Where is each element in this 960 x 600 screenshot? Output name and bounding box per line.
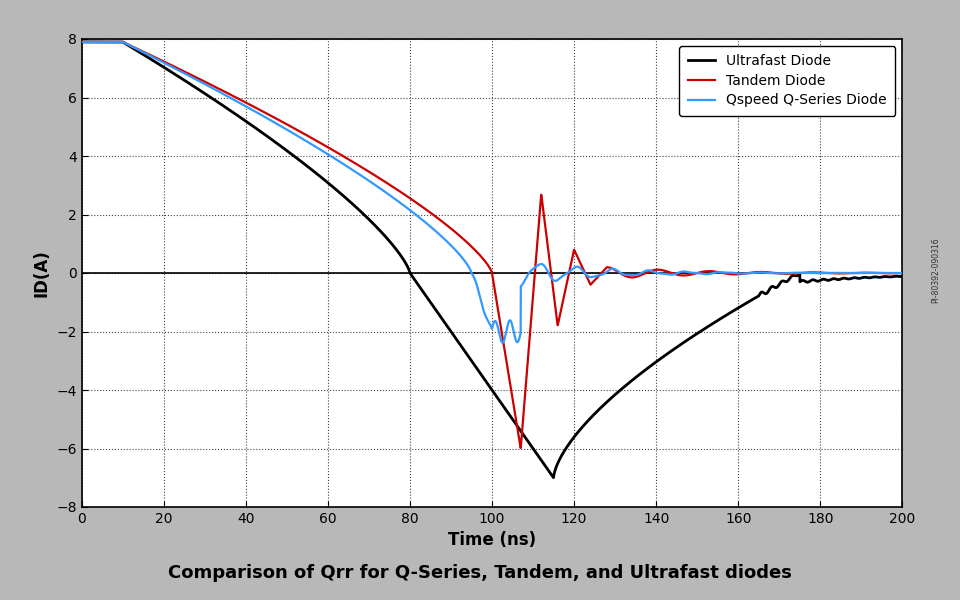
Qspeed Q-Series Diode [751,269,762,276]
Qspeed Q-Series Diode [610,266,621,273]
Text: PI-80392-090316: PI-80392-090316 [931,237,941,303]
Y-axis label: ID(A): ID(A) [33,249,51,297]
Ultrafast Diode [610,391,621,398]
Tandem Diode [688,270,700,277]
Tandem Diode [568,247,580,254]
Line: Qspeed Q-Series Diode: Qspeed Q-Series Diode [82,42,902,343]
Qspeed Q-Series Diode [225,94,236,101]
Tandem Diode [76,38,87,46]
Qspeed Q-Series Diode [897,269,908,277]
Tandem Diode [390,185,401,192]
Ultrafast Diode [390,245,401,252]
Legend: Ultrafast Diode, Tandem Diode, Qspeed Q-Series Diode: Ultrafast Diode, Tandem Diode, Qspeed Q-… [680,46,896,116]
Tandem Diode [751,268,762,275]
Qspeed Q-Series Diode [497,339,509,346]
Qspeed Q-Series Diode [568,265,580,272]
Tandem Diode [897,269,908,277]
Tandem Diode [225,91,236,98]
Text: Comparison of Qrr for Q-Series, Tandem, and Ultrafast diodes: Comparison of Qrr for Q-Series, Tandem, … [168,564,792,582]
X-axis label: Time (ns): Time (ns) [448,532,536,550]
Qspeed Q-Series Diode [688,269,700,277]
Ultrafast Diode [76,38,87,46]
Ultrafast Diode [751,293,762,301]
Ultrafast Diode [897,273,908,280]
Line: Tandem Diode: Tandem Diode [82,42,902,448]
Ultrafast Diode [688,332,700,339]
Ultrafast Diode [568,434,580,441]
Tandem Diode [610,267,621,274]
Tandem Diode [515,445,526,452]
Ultrafast Diode [548,474,560,481]
Line: Ultrafast Diode: Ultrafast Diode [82,42,902,478]
Ultrafast Diode [225,107,236,115]
Qspeed Q-Series Diode [76,38,87,46]
Qspeed Q-Series Diode [390,196,401,203]
